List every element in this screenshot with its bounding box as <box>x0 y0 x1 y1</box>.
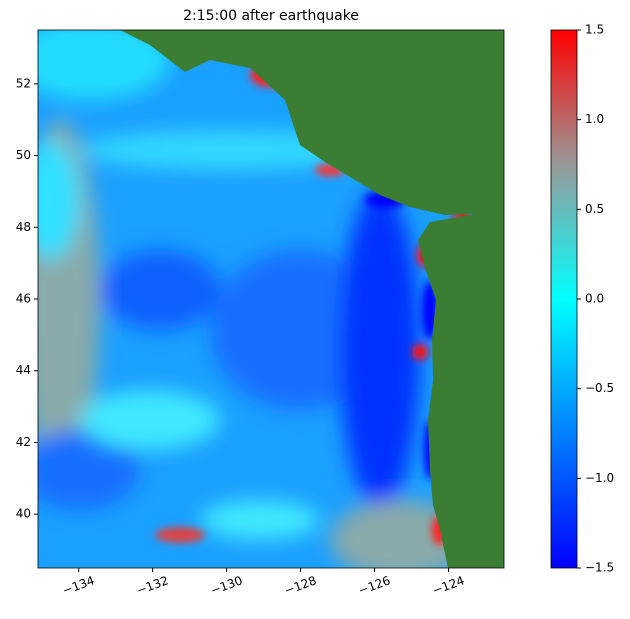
y-tick-label: 50 <box>16 148 31 162</box>
y-tick-label: 42 <box>16 435 31 449</box>
chart-title: 2:15:00 after earthquake <box>183 8 359 24</box>
x-tick-label: −128 <box>283 573 319 597</box>
y-tick-label: 46 <box>16 292 31 306</box>
colorbar-tick-label: 0.5 <box>585 202 604 216</box>
colorbar-tick-label: 1.5 <box>585 23 604 37</box>
y-tick-label: 48 <box>16 220 31 234</box>
field <box>38 30 504 568</box>
x-tick-label: −124 <box>430 573 466 597</box>
colorbar-tick-label: −0.5 <box>585 381 614 395</box>
colorbar-tick-label: −1.5 <box>585 561 614 575</box>
y-tick-label: 52 <box>16 76 31 90</box>
x-tick-label: −134 <box>61 573 97 597</box>
x-tick-label: −130 <box>209 573 245 597</box>
colorbar-tick-label: 0.0 <box>585 292 604 306</box>
y-tick-label: 40 <box>16 507 31 521</box>
colorbar-tick-label: −1.0 <box>585 471 614 485</box>
colorbar <box>550 29 578 569</box>
colorbar-tick-label: 1.0 <box>585 112 604 126</box>
x-tick-label: −132 <box>135 573 171 597</box>
x-tick-label: −126 <box>357 573 393 597</box>
y-tick-label: 44 <box>16 363 31 377</box>
